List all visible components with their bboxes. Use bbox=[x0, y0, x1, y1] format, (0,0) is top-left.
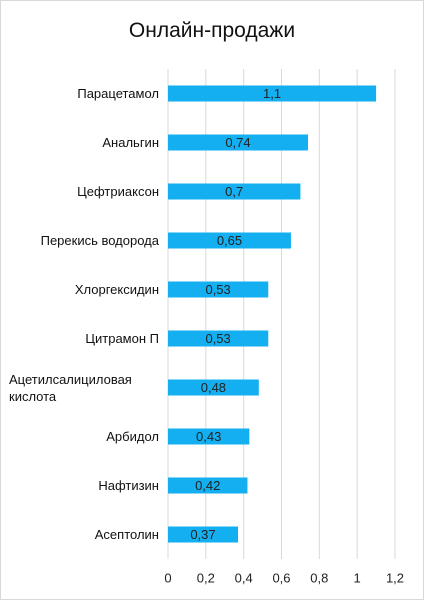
x-tick-label: 0,4 bbox=[235, 570, 253, 585]
bar bbox=[168, 379, 259, 396]
x-tick-label: 0 bbox=[164, 570, 171, 585]
x-tick-label: 0,2 bbox=[197, 570, 215, 585]
bar bbox=[168, 232, 291, 249]
bar bbox=[168, 428, 250, 445]
bar bbox=[168, 330, 269, 347]
x-tick-label: 1 bbox=[354, 570, 361, 585]
bar bbox=[168, 85, 377, 102]
bar bbox=[168, 134, 308, 151]
data-label: 0,53 bbox=[205, 282, 230, 297]
category-text: Парацетамол bbox=[77, 86, 159, 101]
data-label: 0,37 bbox=[190, 527, 215, 542]
y-tick-label: Ацетилсалициловая кислота bbox=[9, 368, 159, 408]
category-text: Анальгин bbox=[102, 135, 159, 150]
bar bbox=[168, 477, 248, 494]
data-label: 0,48 bbox=[201, 380, 226, 395]
data-label: 0,42 bbox=[195, 478, 220, 493]
data-label: 1,1 bbox=[263, 86, 281, 101]
chart-title: Онлайн-продажи bbox=[128, 19, 296, 42]
data-label: 0,53 bbox=[205, 331, 230, 346]
category-text: Цитрамон П bbox=[85, 331, 159, 346]
y-tick-label: Нафтизин bbox=[9, 466, 159, 506]
y-tick-label: Цефтриаксон bbox=[9, 172, 159, 212]
y-tick-label: Анальгин bbox=[9, 123, 159, 163]
data-label: 0,65 bbox=[217, 233, 242, 248]
category-text: Арбидол bbox=[106, 429, 159, 444]
data-label: 0,43 bbox=[196, 429, 221, 444]
bar bbox=[168, 281, 269, 298]
data-label: 0,74 bbox=[225, 135, 250, 150]
category-text: Нафтизин bbox=[98, 478, 159, 493]
category-text: Перекись водорода bbox=[40, 233, 159, 248]
y-tick-label: Арбидол bbox=[9, 417, 159, 457]
x-tick-label: 0,6 bbox=[272, 570, 290, 585]
category-text: Цефтриаксон bbox=[77, 184, 159, 199]
category-text: Ацетилсалициловая кислота bbox=[9, 371, 132, 404]
bar bbox=[168, 183, 301, 200]
x-tick-label: 1,2 bbox=[386, 570, 404, 585]
x-tick-label: 0,8 bbox=[310, 570, 328, 585]
data-label: 0,7 bbox=[225, 184, 243, 199]
category-text: Хлоргексидин bbox=[74, 282, 159, 297]
y-tick-label: Парацетамол bbox=[9, 74, 159, 114]
bar bbox=[168, 526, 238, 543]
y-tick-label: Цитрамон П bbox=[9, 319, 159, 359]
y-tick-label: Перекись водорода bbox=[9, 221, 159, 261]
y-tick-label: Асептолин bbox=[9, 515, 159, 555]
y-tick-label: Хлоргексидин bbox=[9, 270, 159, 310]
category-text: Асептолин bbox=[94, 527, 159, 542]
